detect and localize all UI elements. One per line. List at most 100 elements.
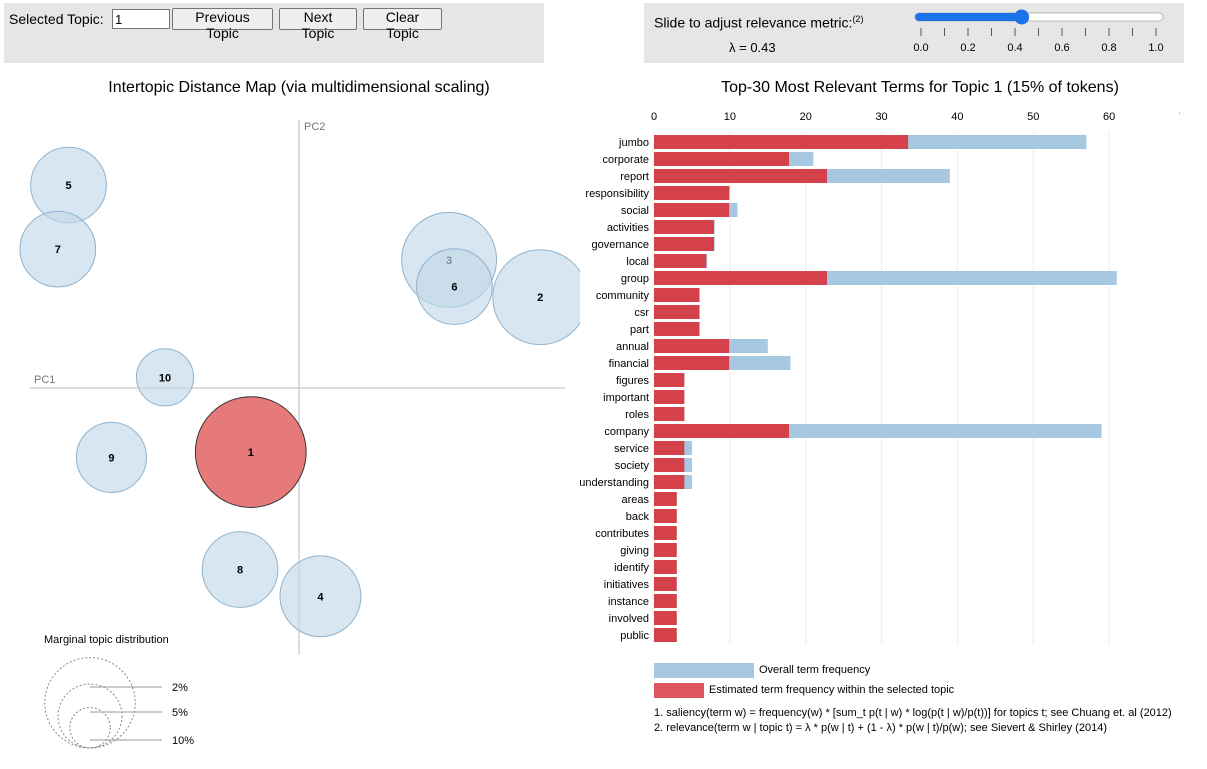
- estimated-frequency-bar[interactable]: [654, 305, 700, 319]
- topic-circle-shape[interactable]: [75, 421, 147, 493]
- term-label[interactable]: involved: [609, 613, 649, 625]
- topic-circle-shape[interactable]: [194, 396, 307, 508]
- term-label[interactable]: roles: [625, 409, 649, 421]
- x-axis: 0 10 20 30 40 50 60 70: [651, 111, 1180, 123]
- term-label[interactable]: part: [630, 324, 649, 336]
- term-label[interactable]: company: [604, 426, 649, 438]
- term-label[interactable]: service: [614, 443, 649, 455]
- slider-tick-label: 0.2: [960, 42, 975, 54]
- term-label[interactable]: giving: [620, 545, 649, 557]
- topic-circle-7[interactable]: 7: [19, 210, 97, 288]
- x-gridlines: [653, 132, 1110, 644]
- estimated-frequency-bar[interactable]: [654, 560, 677, 574]
- term-label[interactable]: contributes: [595, 528, 649, 540]
- term-label[interactable]: important: [603, 392, 649, 404]
- topic-circle-9[interactable]: 9: [75, 421, 147, 493]
- topic-circle-shape[interactable]: [492, 249, 580, 346]
- next-topic-button[interactable]: Next Topic: [279, 8, 357, 41]
- estimated-frequency-bar[interactable]: [654, 220, 714, 234]
- estimated-frequency-bar[interactable]: [654, 254, 707, 268]
- estimated-frequency-bar[interactable]: [654, 526, 677, 540]
- estimated-frequency-bar[interactable]: [654, 492, 677, 506]
- legend-estimated-swatch: [654, 683, 704, 698]
- term-label[interactable]: figures: [616, 375, 650, 387]
- estimated-frequency-bar[interactable]: [654, 339, 730, 353]
- term-label[interactable]: financial: [609, 358, 649, 370]
- term-label[interactable]: csr: [634, 307, 649, 319]
- estimated-frequency-bar[interactable]: [654, 203, 730, 217]
- term-label[interactable]: identify: [614, 562, 649, 574]
- legend-overall-swatch: [654, 663, 754, 678]
- term-label[interactable]: governance: [592, 239, 650, 251]
- term-label[interactable]: corporate: [603, 154, 649, 166]
- estimated-frequency-bar[interactable]: [654, 611, 677, 625]
- topic-circle-4[interactable]: 4: [279, 555, 362, 638]
- clear-topic-button[interactable]: Clear Topic: [363, 8, 442, 41]
- term-label[interactable]: annual: [616, 341, 649, 353]
- intertopic-distance-map: PC1 PC2 12345678910 Marginal topic distr…: [19, 120, 580, 749]
- term-label[interactable]: society: [615, 460, 650, 472]
- estimated-frequency-bar[interactable]: [654, 288, 700, 302]
- term-label[interactable]: understanding: [580, 477, 649, 489]
- term-label[interactable]: areas: [621, 494, 649, 506]
- topic-circle-shape[interactable]: [19, 210, 97, 288]
- term-label[interactable]: public: [620, 630, 649, 642]
- estimated-frequency-bar[interactable]: [654, 373, 685, 387]
- topic-number-label: 8: [237, 565, 243, 577]
- estimated-frequency-bar[interactable]: [654, 543, 677, 557]
- estimated-frequency-bar[interactable]: [654, 237, 714, 251]
- term-label[interactable]: jumbo: [618, 137, 649, 149]
- estimated-frequency-bar[interactable]: [654, 322, 700, 336]
- estimated-frequency-bar[interactable]: [654, 271, 827, 285]
- estimated-frequency-bar[interactable]: [654, 135, 909, 149]
- topic-circle-2[interactable]: 2: [492, 249, 580, 346]
- estimated-frequency-bar[interactable]: [654, 186, 730, 200]
- term-label[interactable]: group: [621, 273, 649, 285]
- term-label[interactable]: activities: [607, 222, 650, 234]
- topic-circle-1[interactable]: 1: [194, 396, 307, 508]
- marginal-legend-label: 5%: [172, 707, 188, 719]
- estimated-frequency-bar[interactable]: [654, 390, 685, 404]
- estimated-frequency-bar[interactable]: [654, 577, 677, 591]
- estimated-frequency-bar[interactable]: [654, 441, 685, 455]
- estimated-frequency-bar[interactable]: [654, 424, 790, 438]
- topic-circle-shape[interactable]: [135, 348, 195, 407]
- topic-circle-shape[interactable]: [201, 531, 279, 608]
- slider-fill: [915, 13, 1022, 21]
- chart-legend: Overall term frequency Estimated term fr…: [654, 663, 955, 698]
- term-label[interactable]: initiatives: [604, 579, 650, 591]
- topic-number-label: 1: [248, 447, 254, 459]
- estimated-frequency-bar[interactable]: [654, 458, 685, 472]
- estimated-frequency-bar[interactable]: [654, 509, 677, 523]
- term-label[interactable]: social: [621, 205, 649, 217]
- term-label[interactable]: back: [626, 511, 650, 523]
- topic-circle-10[interactable]: 10: [135, 348, 195, 407]
- term-label[interactable]: community: [596, 290, 650, 302]
- topic-circle-8[interactable]: 8: [201, 531, 279, 608]
- estimated-frequency-bar[interactable]: [654, 628, 677, 642]
- estimated-frequency-bar[interactable]: [654, 594, 677, 608]
- estimated-frequency-bar[interactable]: [654, 356, 730, 370]
- relevance-slider-panel: Slide to adjust relevance metric:(2) λ =…: [644, 3, 1184, 63]
- term-label[interactable]: report: [620, 171, 649, 183]
- estimated-frequency-bar[interactable]: [654, 407, 685, 421]
- topic-circle-5[interactable]: 5: [30, 146, 107, 224]
- slider-thumb[interactable]: [1014, 9, 1030, 25]
- estimated-frequency-bar[interactable]: [654, 169, 827, 183]
- term-label[interactable]: instance: [608, 596, 649, 608]
- relevance-slider[interactable]: 0.0 0.2 0.4 0.6 0.8 1.0: [909, 3, 1179, 63]
- term-label[interactable]: responsibility: [585, 188, 649, 200]
- topic-circle-shape[interactable]: [279, 555, 362, 638]
- relevance-footnote-ref: (2): [852, 14, 864, 24]
- selected-topic-input[interactable]: [112, 9, 170, 29]
- term-label[interactable]: local: [626, 256, 649, 268]
- term-labels: jumbo corporate report responsibility social…: [580, 137, 649, 642]
- slider-tick-label: 0.6: [1054, 42, 1069, 54]
- topic-circle-6[interactable]: 6: [416, 248, 493, 325]
- topic-circle-shape[interactable]: [416, 248, 493, 325]
- estimated-frequency-bar[interactable]: [654, 475, 685, 489]
- topic-number-label: 5: [65, 180, 71, 192]
- legend-estimated-label: Estimated term frequency within the sele…: [709, 684, 955, 696]
- previous-topic-button[interactable]: Previous Topic: [172, 8, 273, 41]
- estimated-frequency-bar[interactable]: [654, 152, 790, 166]
